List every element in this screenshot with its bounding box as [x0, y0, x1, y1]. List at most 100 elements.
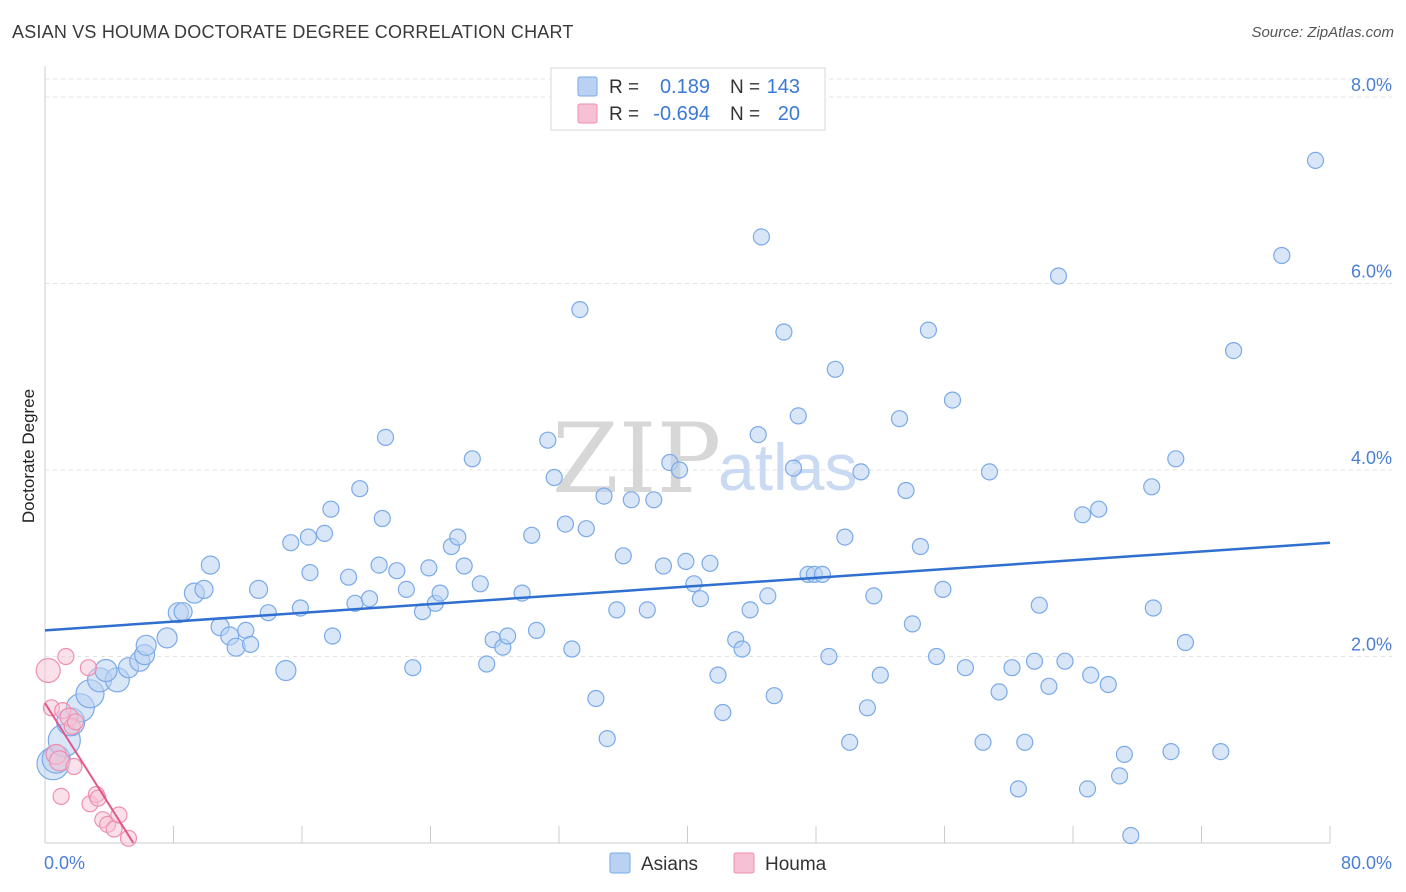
asians-point-138 — [1224, 342, 1243, 360]
y-tick-label-0: 2.0% — [1351, 635, 1392, 655]
asians-point-119 — [1025, 652, 1044, 670]
asians-point-130 — [1115, 745, 1134, 764]
asians-point-71 — [622, 491, 640, 509]
data-points — [35, 151, 1325, 847]
y-tick-label-2: 6.0% — [1351, 262, 1392, 282]
asians-point-140 — [1306, 151, 1325, 169]
asians-point-51 — [463, 450, 481, 468]
asians-point-134 — [1162, 742, 1180, 761]
asians-point-39 — [373, 509, 391, 528]
asians-point-70 — [614, 547, 632, 565]
asians-point-12 — [156, 627, 178, 649]
asians-n-label: N = — [730, 77, 760, 98]
asians-point-133 — [1144, 599, 1162, 617]
asians-point-132 — [1143, 478, 1161, 496]
asians-point-32 — [322, 500, 340, 518]
houma-point-5 — [57, 647, 75, 666]
asians-point-17 — [194, 579, 214, 600]
asians-point-8 — [94, 658, 118, 683]
asians-point-139 — [1273, 246, 1291, 265]
asians-point-73 — [645, 491, 663, 509]
asians-point-52 — [471, 575, 489, 593]
asians-point-64 — [571, 301, 589, 319]
source-credit: Source: ZipAtlas.com — [1251, 24, 1394, 41]
asians-point-92 — [789, 407, 807, 425]
asians-point-105 — [897, 481, 915, 500]
asians-point-72 — [638, 601, 656, 619]
asians-point-77 — [677, 552, 695, 571]
asians-point-124 — [1073, 506, 1092, 524]
asians-point-88 — [759, 587, 777, 605]
houma-point-11 — [52, 787, 70, 806]
asians-point-23 — [242, 635, 260, 654]
houma-point-0 — [35, 657, 61, 684]
asians-point-34 — [340, 568, 358, 586]
asians-r-label: R = — [609, 77, 639, 98]
legend-asians-swatch — [609, 852, 631, 874]
asians-point-76 — [670, 461, 689, 479]
asians-point-61 — [545, 468, 563, 487]
asians-point-101 — [858, 699, 877, 717]
asians-point-137 — [1212, 742, 1230, 761]
asians-point-68 — [598, 729, 616, 748]
asians-point-43 — [404, 659, 422, 677]
asians-point-122 — [1049, 267, 1068, 285]
asians-point-59 — [527, 621, 546, 640]
houma-point-9 — [66, 713, 85, 731]
houma-swatch — [577, 103, 598, 124]
asians-point-47 — [431, 584, 449, 602]
asians-point-97 — [826, 360, 844, 378]
asians-n-value: 143 — [767, 76, 800, 98]
asians-point-18 — [200, 555, 220, 575]
houma-point-14 — [89, 789, 107, 807]
asians-point-30 — [301, 563, 319, 582]
asians-point-24 — [249, 579, 269, 600]
asians-point-33 — [323, 627, 342, 645]
asians-point-69 — [608, 601, 626, 619]
legend-houma-swatch — [733, 852, 755, 874]
asians-point-120 — [1030, 596, 1048, 614]
asians-point-85 — [741, 601, 759, 619]
asians-point-13 — [135, 634, 157, 656]
houma-n-label: N = — [730, 104, 760, 125]
asians-point-38 — [370, 556, 388, 574]
asians-point-15 — [173, 602, 193, 622]
asians-point-111 — [943, 391, 962, 409]
asians-point-116 — [1003, 659, 1021, 677]
asians-point-100 — [852, 463, 870, 481]
asians-point-37 — [360, 590, 379, 608]
asians-point-103 — [871, 666, 889, 684]
x-tick-label-min: 0.0% — [44, 853, 85, 873]
asians-point-45 — [420, 559, 438, 577]
houma-point-18 — [110, 806, 128, 824]
asians-point-36 — [351, 480, 369, 498]
stats-legend: R = 0.189 N = 143 R = -0.694 N = 20 — [550, 67, 826, 131]
asians-point-117 — [1009, 780, 1028, 798]
asians-point-102 — [865, 587, 883, 605]
asians-point-40 — [376, 428, 395, 446]
asians-point-87 — [752, 228, 771, 246]
houma-r-value: -0.694 — [653, 103, 710, 125]
asians-point-98 — [836, 528, 854, 546]
asians-point-31 — [315, 524, 334, 543]
houma-r-label: R = — [609, 104, 639, 125]
asians-trend-line — [44, 541, 1331, 632]
asians-point-79 — [691, 590, 710, 608]
asians-point-135 — [1167, 450, 1185, 468]
asians-point-29 — [299, 528, 317, 546]
asians-point-127 — [1090, 500, 1108, 518]
asians-point-81 — [709, 666, 727, 684]
asians-point-128 — [1099, 675, 1117, 694]
y-tick-label-3: 8.0% — [1351, 75, 1392, 95]
houma-point-19 — [119, 829, 138, 847]
asians-point-50 — [455, 557, 473, 575]
houma-trend-line — [44, 702, 135, 844]
y-tick-labels: 2.0% 4.0% 6.0% 8.0% — [1351, 75, 1392, 655]
asians-point-106 — [903, 615, 922, 633]
chart-title: ASIAN VS HOUMA DOCTORATE DEGREE CORRELAT… — [12, 22, 574, 42]
asians-point-114 — [980, 463, 999, 481]
asians-point-89 — [765, 687, 783, 705]
asians-point-66 — [587, 689, 605, 708]
asians-point-112 — [956, 659, 975, 677]
